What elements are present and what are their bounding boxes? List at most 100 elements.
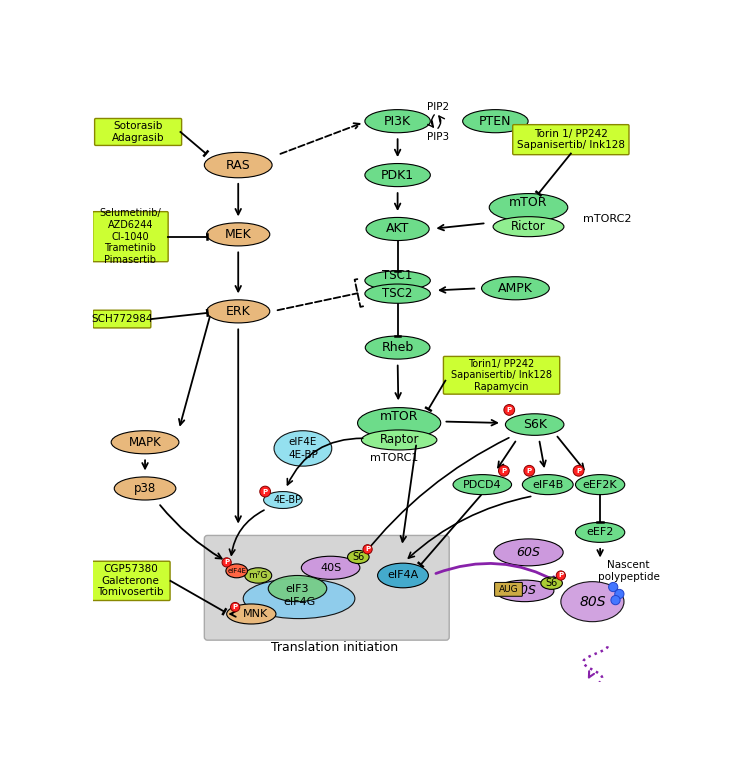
Text: AUG: AUG (498, 584, 518, 594)
Text: RAS: RAS (226, 159, 251, 172)
Circle shape (230, 602, 240, 612)
Circle shape (556, 571, 565, 580)
Ellipse shape (489, 194, 568, 221)
Ellipse shape (494, 539, 563, 566)
Ellipse shape (207, 223, 270, 246)
Text: 4E-BP: 4E-BP (288, 450, 318, 460)
Ellipse shape (361, 430, 437, 450)
Ellipse shape (496, 580, 554, 601)
Text: eIF4E: eIF4E (227, 568, 246, 574)
Ellipse shape (366, 218, 430, 241)
Text: mTOR: mTOR (380, 411, 419, 424)
Text: P: P (365, 546, 370, 552)
Ellipse shape (243, 578, 355, 619)
FancyBboxPatch shape (95, 119, 182, 146)
Ellipse shape (207, 300, 270, 323)
Circle shape (259, 486, 270, 497)
Text: 80S: 80S (579, 594, 605, 609)
Ellipse shape (111, 430, 179, 453)
Ellipse shape (365, 110, 430, 133)
Text: S6: S6 (353, 552, 364, 562)
Text: m⁷G: m⁷G (248, 571, 268, 580)
Text: Selumetinib/
AZD6244
CI-1040
Trametinib
Pimasertib: Selumetinib/ AZD6244 CI-1040 Trametinib … (100, 208, 161, 265)
Text: S6K: S6K (523, 418, 547, 431)
Circle shape (611, 595, 620, 604)
Ellipse shape (358, 408, 441, 438)
Ellipse shape (523, 475, 573, 495)
Text: MAPK: MAPK (129, 436, 161, 449)
Ellipse shape (274, 430, 332, 466)
FancyBboxPatch shape (205, 535, 449, 640)
Text: Torin 1/ PP242
Sapanisertib/ Ink128: Torin 1/ PP242 Sapanisertib/ Ink128 (517, 129, 625, 150)
Circle shape (524, 466, 534, 476)
Circle shape (608, 582, 618, 591)
Text: PTEN: PTEN (479, 115, 512, 128)
Text: P: P (507, 407, 512, 413)
Text: PIP2: PIP2 (427, 103, 449, 113)
Circle shape (615, 589, 624, 598)
Text: p38: p38 (134, 482, 156, 495)
Text: CGP57380
Galeterone
Tomivosertib: CGP57380 Galeterone Tomivosertib (97, 565, 163, 597)
Ellipse shape (264, 492, 302, 509)
Text: 60S: 60S (517, 546, 540, 559)
Text: PDK1: PDK1 (381, 169, 414, 182)
Text: 40S: 40S (320, 563, 342, 573)
Circle shape (498, 466, 509, 476)
FancyBboxPatch shape (443, 356, 560, 394)
Ellipse shape (541, 577, 562, 589)
Text: P: P (527, 468, 532, 473)
Ellipse shape (365, 271, 430, 290)
Text: MNK: MNK (243, 609, 268, 619)
Text: AKT: AKT (386, 222, 409, 235)
Text: mTORC2: mTORC2 (583, 214, 632, 224)
Text: S6: S6 (545, 578, 558, 588)
FancyBboxPatch shape (92, 211, 168, 262)
Text: Torin1/ PP242
Sapanisertib/ Ink128
Rapamycin: Torin1/ PP242 Sapanisertib/ Ink128 Rapam… (451, 358, 552, 392)
Text: P: P (559, 572, 564, 578)
Ellipse shape (365, 163, 430, 187)
Ellipse shape (365, 336, 430, 359)
Text: Rheb: Rheb (381, 341, 413, 354)
Text: P: P (576, 468, 581, 473)
Circle shape (504, 404, 515, 415)
FancyBboxPatch shape (93, 310, 151, 328)
Text: Sotorasib
Adagrasib: Sotorasib Adagrasib (112, 121, 164, 142)
Circle shape (363, 545, 372, 554)
Ellipse shape (506, 414, 564, 435)
Ellipse shape (245, 568, 272, 583)
Text: P: P (224, 559, 229, 565)
Circle shape (222, 558, 232, 567)
Ellipse shape (575, 522, 625, 542)
Ellipse shape (347, 551, 369, 564)
Ellipse shape (114, 477, 176, 500)
Ellipse shape (205, 152, 272, 178)
Text: eEF2: eEF2 (586, 527, 614, 538)
Text: eIF4G: eIF4G (283, 597, 315, 607)
Ellipse shape (365, 284, 430, 303)
Text: mTOR: mTOR (509, 195, 548, 208)
Text: ERK: ERK (226, 305, 251, 318)
Text: P: P (262, 489, 268, 495)
Ellipse shape (268, 575, 327, 601)
Text: mTORC1: mTORC1 (369, 453, 418, 463)
Text: eIF4B: eIF4B (532, 480, 564, 489)
Text: PI3K: PI3K (384, 115, 411, 128)
Ellipse shape (493, 217, 564, 237)
Text: eEF2K: eEF2K (583, 480, 617, 489)
Circle shape (573, 466, 584, 476)
Ellipse shape (482, 277, 549, 300)
Text: 4E-BP: 4E-BP (273, 495, 301, 505)
Ellipse shape (453, 475, 512, 495)
Ellipse shape (226, 604, 276, 624)
Text: P: P (501, 468, 507, 473)
Ellipse shape (463, 110, 528, 133)
Text: P: P (232, 604, 237, 610)
Text: eIF3: eIF3 (286, 584, 309, 594)
Ellipse shape (575, 475, 625, 495)
Text: MEK: MEK (225, 228, 251, 241)
Ellipse shape (226, 564, 248, 578)
FancyBboxPatch shape (91, 561, 170, 601)
FancyBboxPatch shape (512, 125, 629, 155)
Ellipse shape (561, 581, 624, 622)
Text: Rictor: Rictor (511, 220, 546, 233)
